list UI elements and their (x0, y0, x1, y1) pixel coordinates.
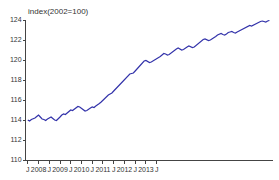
svg-text:2010: 2010 (74, 166, 90, 173)
svg-text:J: J (90, 166, 94, 173)
svg-text:2011: 2011 (95, 166, 110, 173)
svg-text:112: 112 (10, 136, 21, 143)
svg-text:2013: 2013 (138, 166, 154, 173)
svg-text:110: 110 (10, 156, 21, 163)
svg-text:114: 114 (10, 116, 21, 123)
svg-text:2009: 2009 (52, 166, 68, 173)
svg-text:124: 124 (10, 16, 22, 23)
svg-text:J: J (48, 166, 52, 173)
svg-text:2008: 2008 (31, 166, 47, 173)
svg-text:116: 116 (10, 96, 21, 103)
svg-text:J: J (155, 166, 159, 173)
svg-text:J: J (69, 166, 73, 173)
svg-text:120: 120 (10, 56, 22, 63)
svg-text:J: J (133, 166, 137, 173)
svg-text:2012: 2012 (117, 166, 133, 173)
svg-text:J: J (112, 166, 116, 173)
svg-text:122: 122 (10, 36, 22, 43)
svg-text:J: J (26, 166, 30, 173)
svg-text:index(2002=100): index(2002=100) (28, 7, 89, 16)
svg-text:118: 118 (10, 76, 21, 83)
